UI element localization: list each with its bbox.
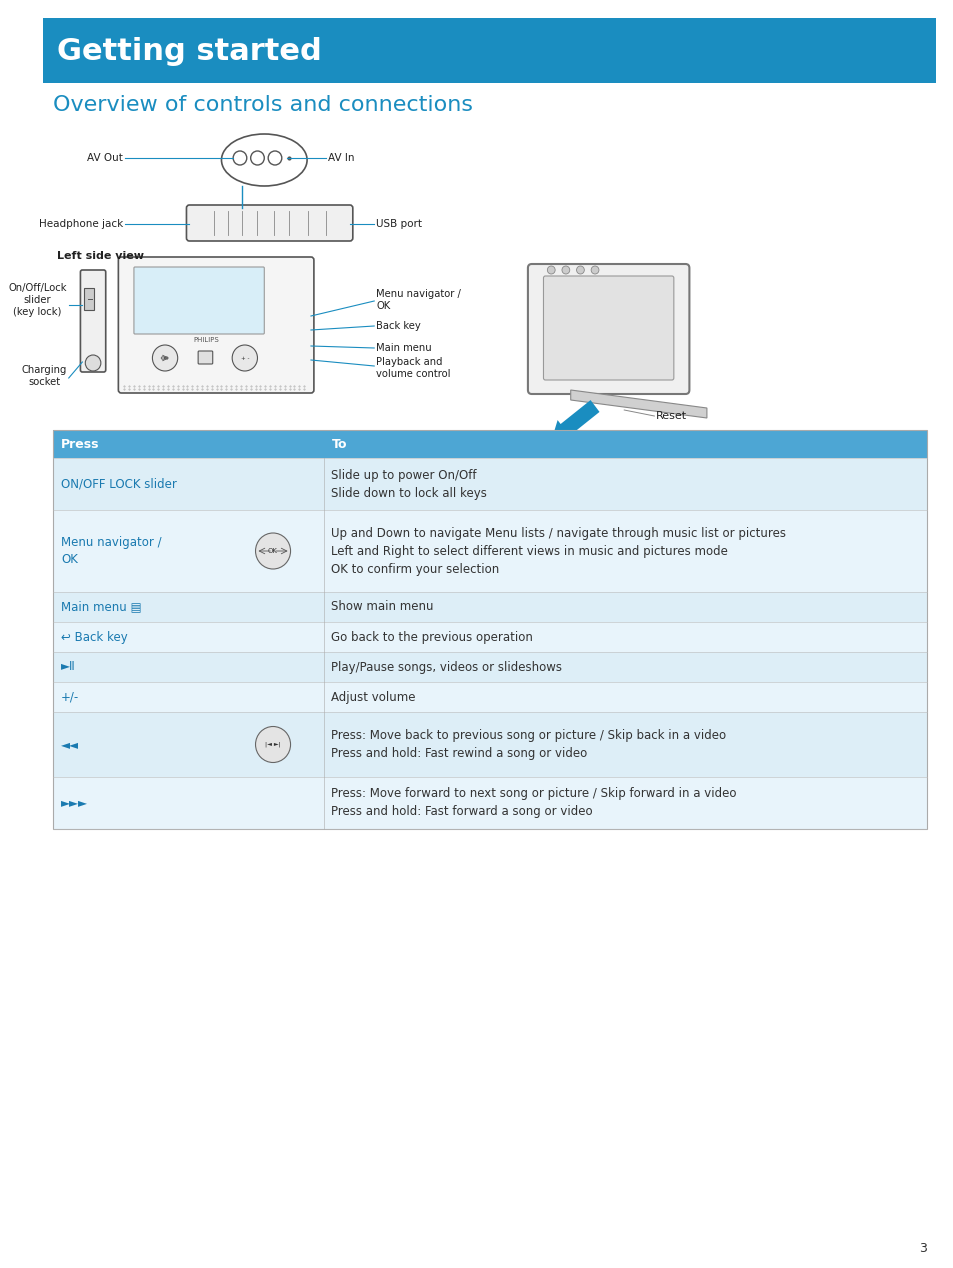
Text: AV In: AV In — [327, 153, 354, 164]
Text: Go back to the previous operation: Go back to the previous operation — [331, 630, 533, 643]
Text: +/-: +/- — [61, 691, 79, 704]
Bar — [53, 652, 925, 682]
Circle shape — [152, 345, 177, 372]
Bar — [53, 510, 925, 592]
FancyBboxPatch shape — [118, 257, 314, 393]
Text: Main menu ▤: Main menu ▤ — [61, 601, 141, 614]
Circle shape — [576, 266, 584, 274]
Text: Menu navigator /
OK: Menu navigator / OK — [375, 289, 460, 311]
Text: Up and Down to navigate Menu lists / navigate through music list or pictures
Lef: Up and Down to navigate Menu lists / nav… — [331, 526, 785, 576]
Text: Headphone jack: Headphone jack — [39, 219, 123, 230]
Circle shape — [561, 266, 569, 274]
Text: PHILIPS: PHILIPS — [193, 337, 218, 344]
FancyBboxPatch shape — [133, 268, 264, 333]
Text: ↩ Back key: ↩ Back key — [61, 630, 128, 643]
Text: Overview of controls and connections: Overview of controls and connections — [53, 95, 473, 115]
Text: ►Ⅱ: ►Ⅱ — [61, 661, 75, 673]
Polygon shape — [570, 391, 706, 418]
Text: ON/OFF LOCK slider: ON/OFF LOCK slider — [61, 478, 176, 491]
Circle shape — [232, 345, 257, 372]
Circle shape — [547, 266, 555, 274]
Text: Main menu: Main menu — [375, 344, 432, 353]
Bar — [53, 430, 925, 829]
Bar — [44, 18, 936, 82]
Text: ►►►: ►►► — [61, 796, 88, 809]
Text: On/Off/Lock
slider
(key lock): On/Off/Lock slider (key lock) — [9, 284, 67, 317]
Text: Press: Press — [61, 437, 99, 450]
Text: Adjust volume: Adjust volume — [331, 691, 416, 704]
Text: ◄◄: ◄◄ — [61, 738, 79, 751]
Text: Press: Move back to previous song or picture / Skip back in a video
Press and ho: Press: Move back to previous song or pic… — [331, 729, 726, 760]
FancyBboxPatch shape — [527, 264, 689, 394]
Text: |◄ ►|: |◄ ►| — [265, 742, 280, 747]
FancyBboxPatch shape — [80, 270, 106, 372]
Text: Slide up to power On/Off
Slide down to lock all keys: Slide up to power On/Off Slide down to l… — [331, 468, 487, 500]
Text: Back key: Back key — [375, 321, 420, 331]
FancyArrow shape — [551, 401, 598, 441]
Text: OK: OK — [161, 355, 169, 360]
Circle shape — [85, 355, 101, 372]
Text: USB port: USB port — [375, 219, 422, 230]
FancyBboxPatch shape — [543, 276, 673, 380]
Text: + -: + - — [240, 355, 249, 360]
Circle shape — [255, 727, 291, 762]
Bar — [53, 458, 925, 510]
Bar — [53, 430, 925, 458]
Text: Show main menu: Show main menu — [331, 601, 434, 614]
Bar — [53, 713, 925, 777]
Bar — [53, 682, 925, 713]
Bar — [53, 777, 925, 829]
Bar — [53, 623, 925, 652]
Circle shape — [255, 533, 291, 569]
Text: Menu navigator /
OK: Menu navigator / OK — [61, 536, 161, 566]
Text: AV Out: AV Out — [88, 153, 123, 164]
FancyBboxPatch shape — [198, 351, 213, 364]
Circle shape — [591, 266, 598, 274]
Text: 3: 3 — [918, 1241, 925, 1254]
Bar — [84, 288, 94, 309]
Text: Press: Move forward to next song or picture / Skip forward in a video
Press and : Press: Move forward to next song or pict… — [331, 787, 736, 819]
Bar — [53, 592, 925, 623]
FancyBboxPatch shape — [186, 205, 353, 241]
Text: Play/Pause songs, videos or slideshows: Play/Pause songs, videos or slideshows — [331, 661, 562, 673]
Text: Reset: Reset — [656, 411, 687, 421]
Text: Charging
socket: Charging socket — [21, 365, 67, 387]
Text: OK: OK — [268, 548, 277, 554]
Text: Playback and
volume control: Playback and volume control — [375, 358, 450, 379]
Text: To: To — [331, 437, 347, 450]
Text: Left side view: Left side view — [57, 251, 144, 261]
Text: Getting started: Getting started — [57, 37, 321, 66]
